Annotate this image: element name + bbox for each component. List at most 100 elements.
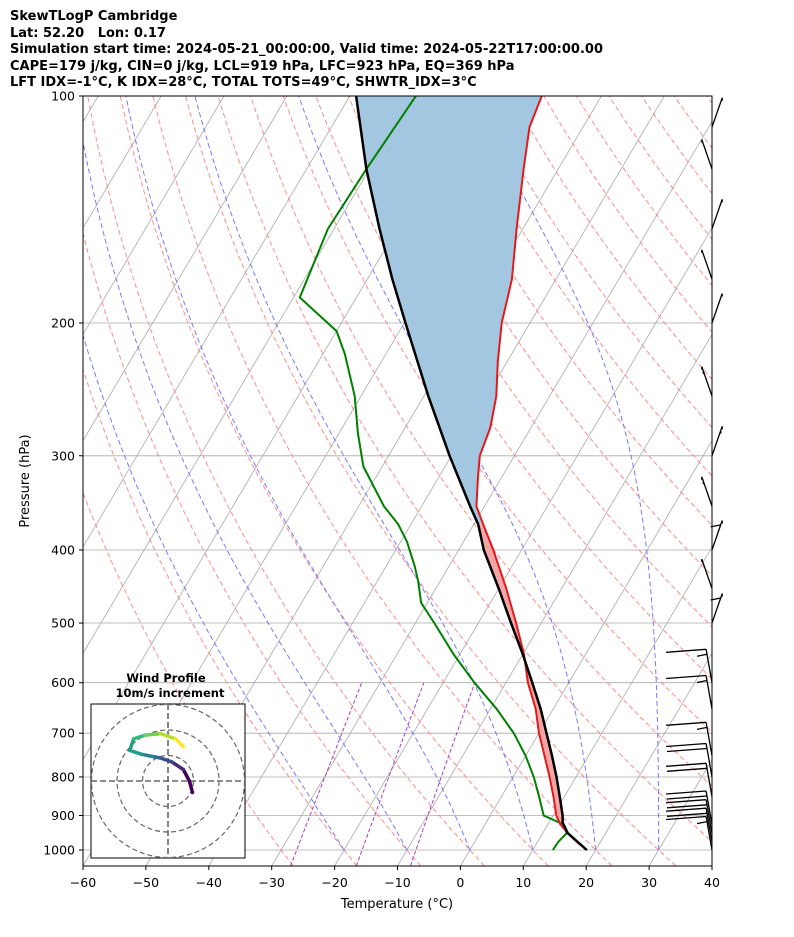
barb-shaft <box>705 808 713 842</box>
dry-adiabat <box>608 96 712 240</box>
moist-adiabat <box>722 96 755 850</box>
dry-adiabat <box>250 96 712 787</box>
upper-area-fill <box>356 96 542 524</box>
barb-half-flag <box>696 726 708 731</box>
dry-adiabat <box>478 96 712 429</box>
barb-flag <box>666 804 708 809</box>
stability-indices: LFT IDX=-1°C, K IDX=28°C, TOTAL TOTS=49°… <box>10 75 477 90</box>
x-axis-label: Temperature (°C) <box>340 897 453 912</box>
station-location: Lat: 52.20 Lon: 0.17 <box>10 25 166 41</box>
barb-shaft <box>705 763 713 797</box>
isotherm-line <box>208 96 665 866</box>
y-tick-label: 500 <box>51 616 75 631</box>
x-tick-label: −50 <box>133 875 159 890</box>
isotherm-line <box>271 120 712 866</box>
isotherm-line <box>522 546 712 866</box>
dry-adiabat <box>282 96 712 733</box>
hodograph-trace <box>170 760 186 772</box>
hodograph-trace <box>187 779 195 795</box>
dry-adiabat <box>83 367 358 866</box>
barb-flag <box>666 762 707 767</box>
barb-shaft <box>701 249 713 280</box>
dry-adiabat <box>706 96 712 104</box>
barb-flag <box>666 807 707 812</box>
wind-barb <box>701 366 713 397</box>
x-tick-label: 0 <box>456 875 464 890</box>
barb-flag <box>666 742 707 748</box>
wind-barb <box>701 139 713 170</box>
isotherm-line <box>460 439 712 866</box>
moist-adiabat <box>83 333 345 851</box>
wind-barb <box>666 674 713 710</box>
dry-adiabat <box>119 96 549 866</box>
barb-shaft <box>705 743 713 778</box>
x-tick-label: 30 <box>641 875 657 890</box>
dry-adiabat <box>739 96 794 866</box>
hodograph-trace <box>143 731 163 737</box>
station-title: SkewTLogP Cambridge <box>10 9 178 24</box>
isotherm-line <box>711 865 712 866</box>
barb-flag <box>666 747 708 753</box>
dry-adiabat <box>83 230 422 866</box>
barb-flag <box>666 812 708 817</box>
dry-adiabat <box>772 96 794 866</box>
hodograph-trace <box>128 748 143 756</box>
wind-barb <box>666 815 713 851</box>
hodograph-trace <box>131 733 147 741</box>
stability-parameters: CAPE=179 j/kg, CIN=0 j/kg, LCL=919 hPa, … <box>10 58 515 74</box>
wind-barb <box>711 97 723 128</box>
hodograph <box>91 704 245 858</box>
barb-flag <box>666 767 708 772</box>
barb-shaft <box>705 790 713 825</box>
barb-shaft <box>711 97 723 128</box>
dewpoint-line <box>298 96 568 851</box>
barb-shaft <box>711 199 723 229</box>
barb-half-flag <box>696 653 708 657</box>
hodograph-title: Wind Profile <box>126 671 206 685</box>
y-tick-label: 700 <box>51 726 75 741</box>
wind-barb <box>666 762 713 797</box>
y-tick-label: 900 <box>51 808 75 823</box>
barb-half-flag <box>696 679 708 684</box>
mixing-ratio-line <box>290 682 363 866</box>
isotherm-line <box>397 333 712 866</box>
isotherm-line <box>83 96 288 442</box>
y-axis-label: Pressure (hPa) <box>18 434 33 527</box>
moist-adiabat <box>471 96 660 850</box>
hodograph-trace <box>173 737 186 749</box>
dry-adiabat <box>185 96 677 866</box>
barb-flag <box>666 648 707 653</box>
y-tick-label: 400 <box>51 542 75 557</box>
hodograph-trace <box>158 731 178 741</box>
wind-barb <box>711 293 723 324</box>
hodograph-trace <box>139 752 155 759</box>
x-tick-label: 10 <box>515 875 531 890</box>
hodograph-subtitle: 10m/s increment <box>116 686 225 700</box>
isotherm-line <box>83 96 162 229</box>
wind-barb <box>701 249 713 280</box>
dry-adiabat <box>217 96 712 843</box>
x-tick-label: −20 <box>321 875 347 890</box>
x-tick-label: −40 <box>196 875 222 890</box>
wind-barb <box>666 721 713 756</box>
barb-flag <box>666 674 707 680</box>
barb-shaft <box>701 139 713 170</box>
dry-adiabat <box>510 96 712 381</box>
mixing-ratio-line <box>409 682 476 866</box>
temperature-line <box>475 96 588 851</box>
y-tick-label: 300 <box>51 448 75 463</box>
wind-barb <box>701 558 713 589</box>
isotherm-line <box>83 96 225 336</box>
hodograph-trace <box>181 767 192 783</box>
profile-lines <box>298 96 588 851</box>
mixing-ratio-line <box>355 682 425 866</box>
y-tick-label: 200 <box>51 315 75 330</box>
wind-barb <box>666 742 713 778</box>
parcel-line <box>354 96 588 851</box>
x-tick-label: −30 <box>259 875 285 890</box>
wind-barb <box>711 426 723 456</box>
x-axis-ticks: −60 −50 −40 −30 −20 −10 0 10 20 30 40 <box>70 866 720 890</box>
y-tick-label: 100 <box>51 89 75 104</box>
dry-adiabat <box>543 96 712 333</box>
